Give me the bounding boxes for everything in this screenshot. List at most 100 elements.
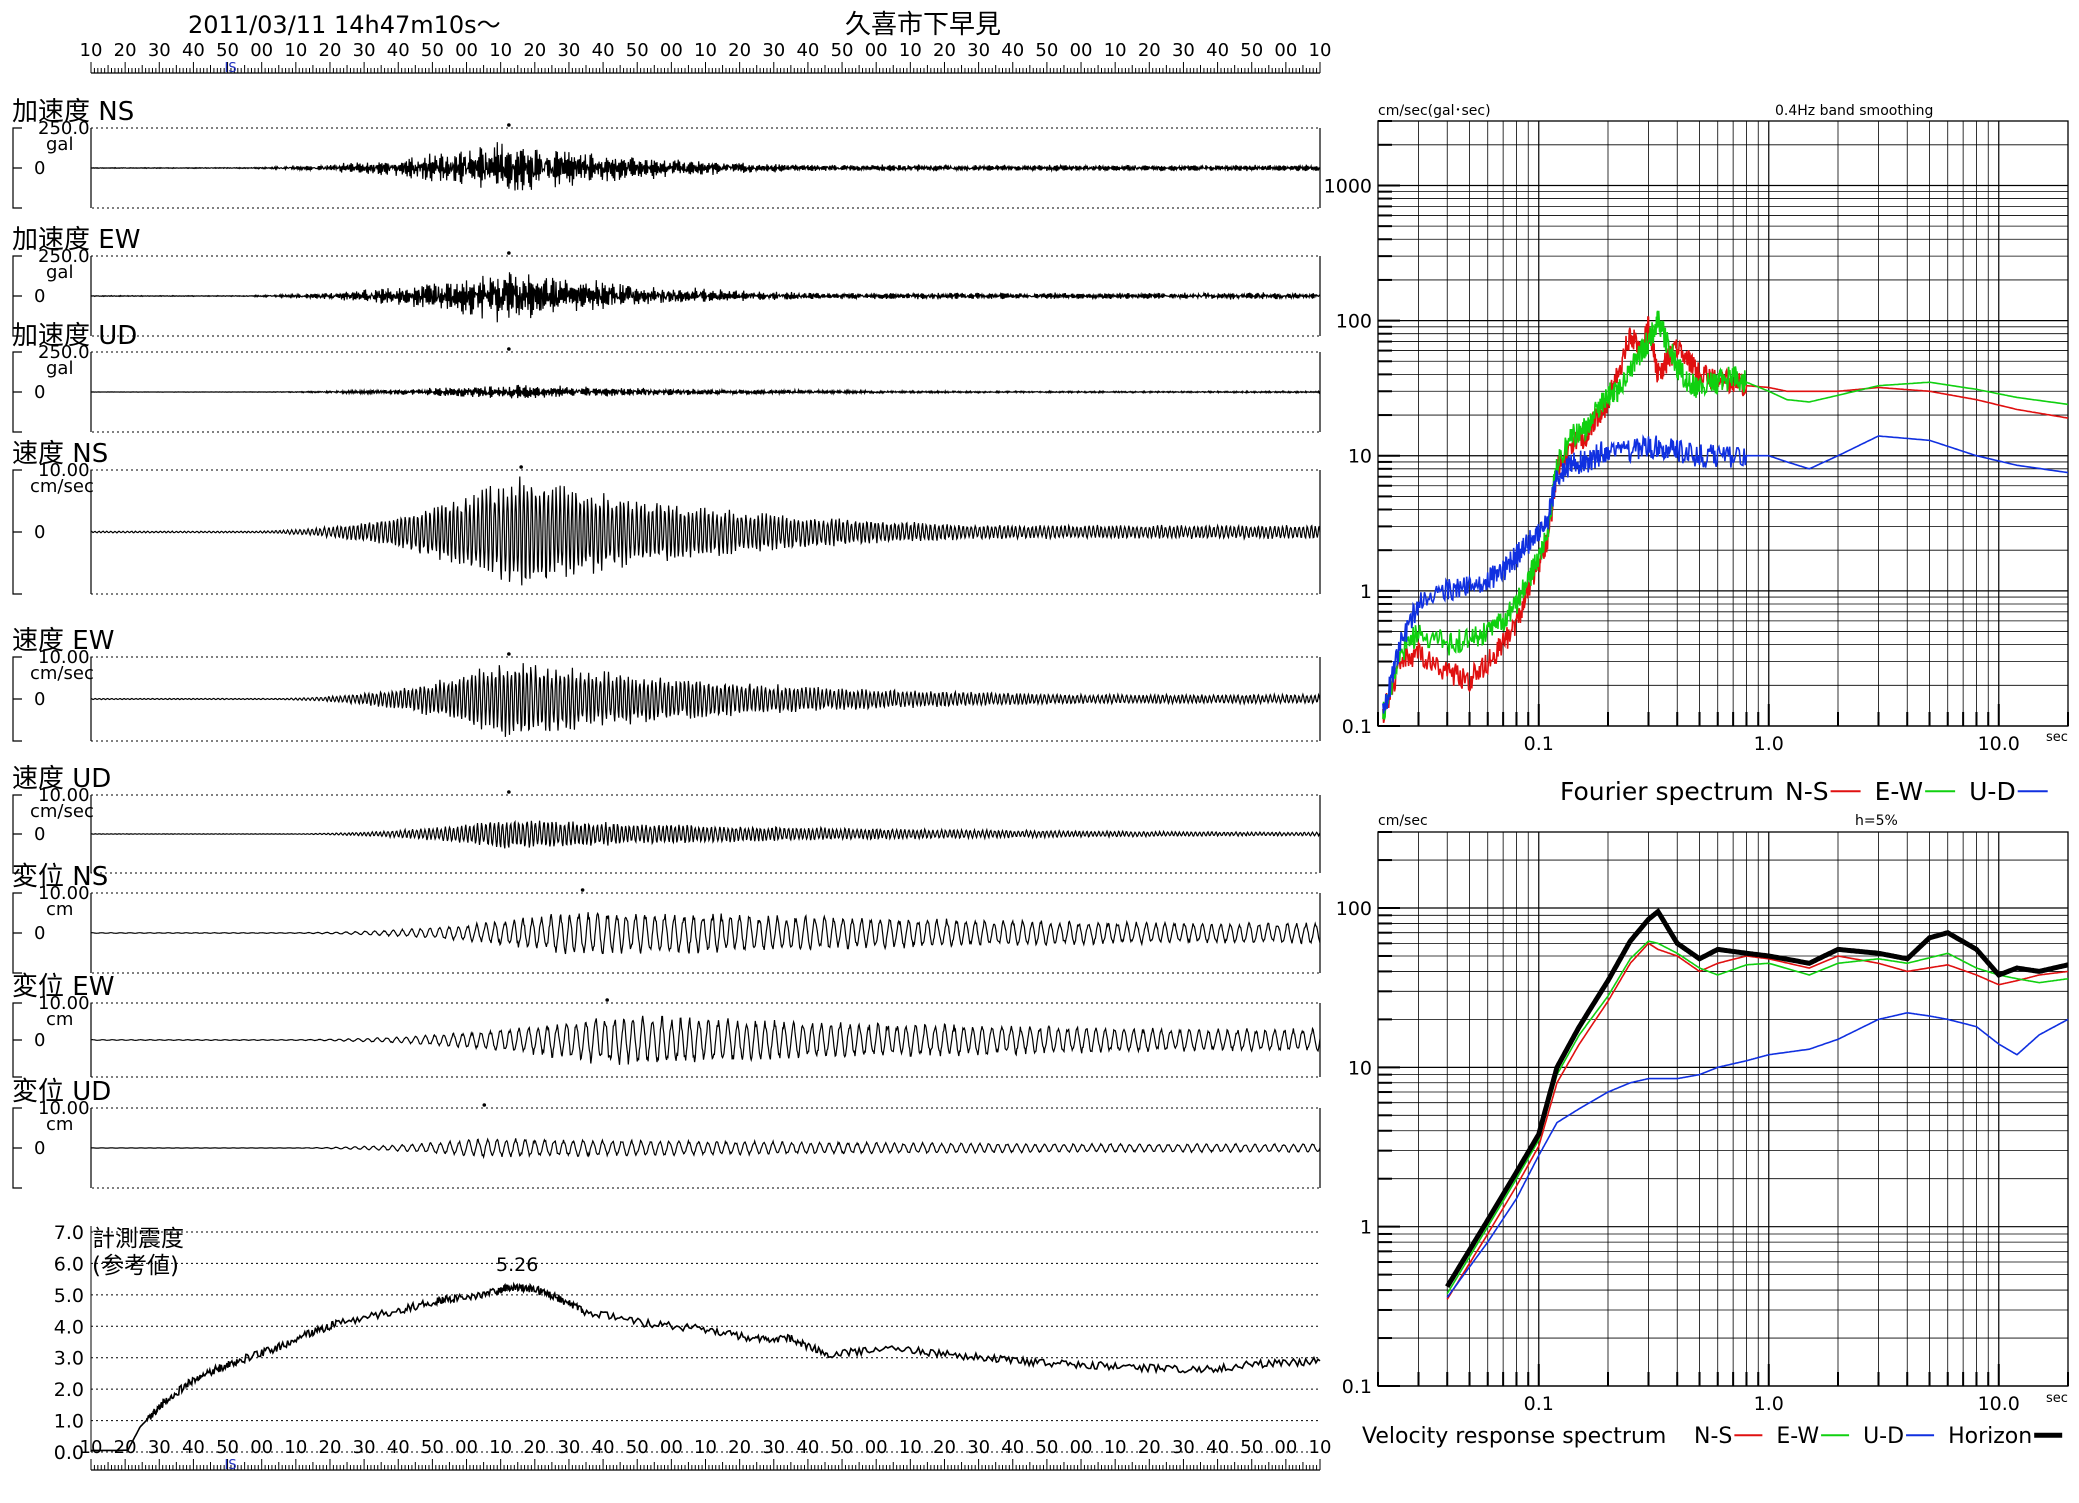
top-axis-label: 20 xyxy=(728,40,751,61)
top-axis-label: 50 xyxy=(1240,40,1263,61)
waveform-unit-label: gal xyxy=(46,134,73,155)
top-axis-label: 20 xyxy=(114,40,137,61)
top-axis-label: 00 xyxy=(660,40,683,61)
top-axis-label: 00 xyxy=(250,40,273,61)
waveform-trace xyxy=(91,384,1321,399)
fourier-ytick-label: 100 xyxy=(1336,311,1372,333)
waveform-peak-marker xyxy=(605,998,609,1002)
response-legend-label: N-S xyxy=(1694,1424,1732,1449)
waveform-scale-label: 10.00 xyxy=(38,785,90,806)
fourier-series-u-d xyxy=(1382,434,2069,714)
waveform-title: 加速度 UD xyxy=(12,321,137,351)
bottom-axis-label: 20 xyxy=(523,1437,546,1458)
top-axis-label: 00 xyxy=(455,40,478,61)
response-xtick-label: 1.0 xyxy=(1754,1393,1784,1415)
fourier-note: 0.4Hz band smoothing xyxy=(1775,103,1933,119)
waveform-trace xyxy=(91,1137,1321,1160)
bottom-axis-label: 20 xyxy=(933,1437,956,1458)
waveform-title: 速度 EW xyxy=(12,626,114,656)
bottom-axis-label: 30 xyxy=(967,1437,990,1458)
bottom-axis-label: 10 xyxy=(489,1437,512,1458)
fourier-chart: cm/sec(gal･sec) 0.4Hz band smoothing sec… xyxy=(1324,103,2069,806)
fourier-series-e-w xyxy=(1382,310,2069,720)
fourier-xtick-label: 10.0 xyxy=(1978,733,2020,755)
response-series-n-s xyxy=(1446,942,2069,1300)
bottom-axis-label: 40 xyxy=(592,1437,615,1458)
waveform-peak-marker xyxy=(507,790,511,794)
top-axis-label: 40 xyxy=(182,40,205,61)
waveform-trace xyxy=(90,911,1321,955)
top-axis-label: 10 xyxy=(694,40,717,61)
intensity-trace xyxy=(91,1281,1321,1452)
waveform-scale-label: 250.0 xyxy=(38,118,90,139)
fourier-ytick-label: 0.1 xyxy=(1342,716,1372,738)
waveform-bracket xyxy=(12,1002,22,1078)
bottom-axis-label: 30 xyxy=(1172,1437,1195,1458)
waveform-title: 加速度 NS xyxy=(12,97,134,127)
fourier-ytick-label: 10 xyxy=(1348,446,1372,468)
waveform-peak-marker xyxy=(507,123,511,127)
intensity-tick-label: 2.0 xyxy=(54,1379,84,1401)
intensity-tick-label: 6.0 xyxy=(54,1253,84,1275)
top-axis-label: 10 xyxy=(489,40,512,61)
top-axis-label: 00 xyxy=(1274,40,1297,61)
waveform-unit-label: cm/sec xyxy=(30,476,94,497)
top-axis-label: 40 xyxy=(1001,40,1024,61)
response-yunit: cm/sec xyxy=(1378,813,1428,829)
waveform-unit-label: cm xyxy=(46,1114,73,1135)
fourier-legend-label: U-D xyxy=(1969,777,2016,806)
response-ytick-label: 10 xyxy=(1348,1057,1372,1079)
top-axis-label: 20 xyxy=(319,40,342,61)
top-axis-label: 50 xyxy=(421,40,444,61)
waveform-scale-label: 10.00 xyxy=(38,647,90,668)
top-time-axis: 10 20 30 40 50 00 10 20 30 40 50 00 10 20 30 40 50 00 10 20… xyxy=(80,40,1332,76)
waveform-title: 加速度 EW xyxy=(12,225,140,255)
top-axis-label: 10 xyxy=(80,40,103,61)
fourier-xunit: sec xyxy=(2046,730,2068,745)
waveform-zero-label: 0 xyxy=(34,689,45,710)
response-series-u-d xyxy=(1446,1011,2069,1298)
top-axis-label: 50 xyxy=(216,40,239,61)
waveform-peak-marker xyxy=(507,652,511,656)
top-axis-label: 10 xyxy=(899,40,922,61)
top-axis-label: 10 xyxy=(1309,40,1332,61)
response-title: Velocity response spectrum xyxy=(1362,1424,1666,1449)
bottom-axis-label: 50 xyxy=(831,1437,854,1458)
waveform-zero-label: 0 xyxy=(34,382,45,403)
intensity-tick-label: 5.0 xyxy=(54,1285,84,1307)
top-axis-label: 50 xyxy=(626,40,649,61)
bottom-axis-label: 10 xyxy=(1309,1437,1332,1458)
bottom-axis-label: 00 xyxy=(455,1437,478,1458)
bottom-axis-label: 10 xyxy=(1104,1437,1127,1458)
waveform-bracket xyxy=(12,1107,22,1189)
bottom-axis-label: 10 xyxy=(284,1437,307,1458)
response-series-e-w xyxy=(1446,940,2069,1295)
bottom-axis-label: 50 xyxy=(626,1437,649,1458)
waveform-title: 変位 NS xyxy=(12,862,108,892)
waveform-unit-label: cm xyxy=(46,1009,73,1030)
bottom-axis-label: 00 xyxy=(865,1437,888,1458)
waveform-bracket xyxy=(12,794,22,874)
waveform-title: 変位 UD xyxy=(12,1077,111,1107)
top-axis-label: 50 xyxy=(831,40,854,61)
waveform-bracket xyxy=(12,351,22,433)
fourier-title: Fourier spectrum xyxy=(1560,777,1774,806)
waveform-peak-marker xyxy=(580,888,585,892)
waveform-trace xyxy=(90,476,1321,586)
waveform-scale-label: 250.0 xyxy=(38,342,90,363)
response-series-horizon xyxy=(1445,907,2069,1288)
station-label: 久喜市下早見 xyxy=(845,10,1001,40)
waveform-trace xyxy=(91,663,1321,737)
bottom-axis-label: 20 xyxy=(319,1437,342,1458)
response-legend-label: Horizon xyxy=(1948,1424,2032,1449)
bottom-axis-label: 50 xyxy=(216,1437,239,1458)
fourier-ytick-label: 1000 xyxy=(1324,175,1372,197)
waveform-unit-label: gal xyxy=(46,262,73,283)
